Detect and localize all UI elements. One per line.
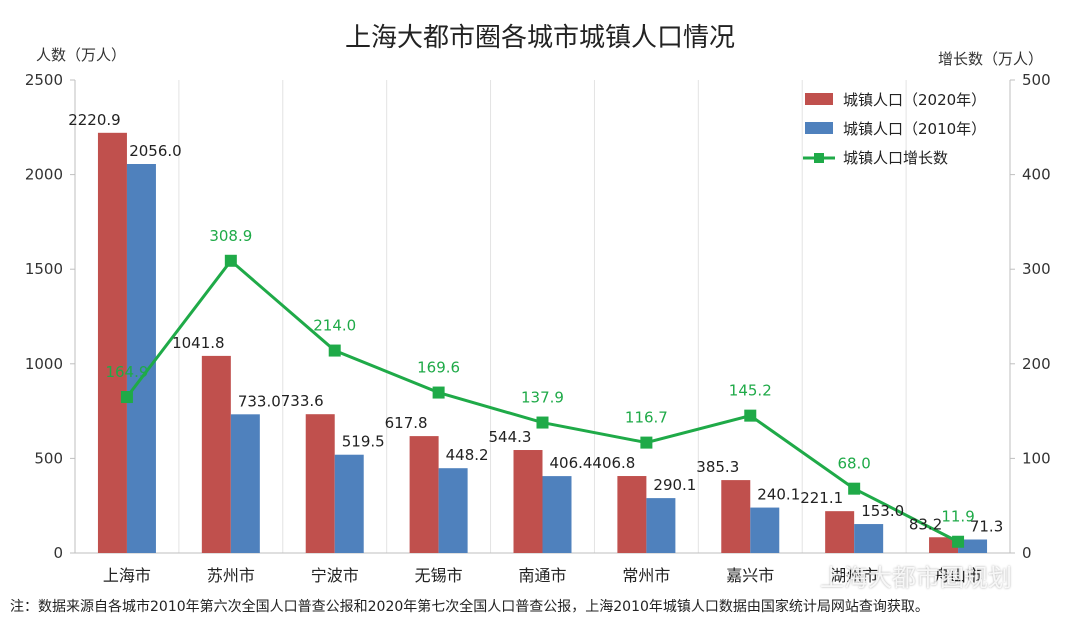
y-right-tick-label: 100 [1022, 449, 1051, 467]
growth-point [744, 409, 757, 422]
growth-point [536, 416, 549, 429]
data-label-2020: 617.8 [385, 414, 428, 432]
bar-2020 [305, 414, 335, 553]
bar-2010 [750, 507, 780, 553]
y-left-tick-label: 1000 [25, 355, 63, 373]
y-right-tick-label: 300 [1022, 260, 1051, 278]
data-label-2010: 153.0 [861, 502, 904, 520]
data-label-growth: 145.2 [729, 382, 772, 400]
y-left-tick-label: 2000 [25, 166, 63, 184]
legend-swatch-2020 [805, 93, 833, 105]
data-label-2010: 290.1 [653, 476, 696, 494]
legend-swatch-2010 [805, 122, 833, 134]
bar-2010 [646, 498, 676, 553]
y-right-tick-label: 200 [1022, 355, 1051, 373]
data-label-2010: 2056.0 [129, 142, 182, 160]
x-tick-label: 舟山市 [934, 566, 982, 585]
legend-label-2020: 城镇人口（2020年） [843, 91, 986, 109]
wechat-icon [790, 569, 815, 589]
y-left-tick-label: 500 [34, 449, 63, 467]
data-label-2020: 221.1 [800, 489, 843, 507]
y-left-tick-label: 2500 [25, 71, 63, 89]
x-tick-label: 无锡市 [415, 566, 463, 585]
growth-point [224, 254, 237, 267]
y-left-axis-label: 人数（万人） [36, 46, 126, 64]
data-label-growth: 116.7 [625, 409, 668, 427]
y-right-axis-label: 增长数（万人） [938, 50, 1043, 68]
watermark-text: 上海大都市圈规划 [820, 564, 1012, 592]
bars [97, 132, 988, 553]
data-label-2010: 71.3 [970, 518, 1003, 536]
data-label-2010: 733.0 [238, 392, 281, 410]
data-label-growth: 11.9 [941, 508, 974, 526]
x-tick-label: 嘉兴市 [726, 566, 774, 585]
bar-2010 [334, 454, 364, 553]
data-label-2020: 733.6 [281, 392, 324, 410]
growth-point [120, 391, 133, 404]
chart: 上海大都市圈各城市城镇人口情况 人数（万人） 增长数（万人） 050010001… [25, 23, 1051, 585]
data-label-2010: 240.1 [757, 486, 800, 504]
bar-2020 [409, 436, 439, 553]
legend-label-2010: 城镇人口（2010年） [843, 120, 986, 138]
y-right-tick-label: 400 [1022, 166, 1051, 184]
x-tick-label: 南通市 [518, 566, 566, 585]
bar-2010 [854, 524, 884, 553]
data-label-2020: 83.2 [909, 515, 942, 533]
data-label-2020: 544.3 [489, 428, 532, 446]
data-label-2020: 1041.8 [172, 334, 225, 352]
x-tick-label: 苏州市 [207, 566, 255, 585]
growth-line [120, 254, 965, 548]
bar-2020 [721, 480, 751, 553]
legend: 城镇人口（2020年） 城镇人口（2010年） 城镇人口增长数 [803, 91, 986, 167]
data-label-growth: 164.9 [105, 363, 148, 381]
data-label-2020: 385.3 [696, 458, 739, 476]
chart-title: 上海大都市圈各城市城镇人口情况 [345, 23, 735, 53]
data-label-growth: 137.9 [521, 389, 564, 407]
data-label-2010: 448.2 [446, 446, 489, 464]
data-label-growth: 169.6 [417, 359, 460, 377]
data-label-growth: 68.0 [837, 455, 870, 473]
x-tick-label: 宁波市 [311, 566, 359, 585]
growth-point [848, 482, 861, 495]
growth-point [640, 436, 653, 449]
y-left-tick-label: 1500 [25, 260, 63, 278]
legend-marker-growth [814, 153, 824, 163]
bar-2010 [230, 414, 260, 553]
watermark: 上海大都市圈规划 [790, 558, 1012, 593]
data-label-2010: 406.4 [550, 454, 593, 472]
bar-2010 [438, 468, 468, 553]
growth-point [432, 386, 445, 399]
bar-2020 [617, 476, 647, 553]
data-label-2020: 2220.9 [68, 111, 121, 129]
data-label-2020: 406.8 [592, 454, 635, 472]
bar-2020 [513, 450, 543, 553]
bar-2020 [97, 132, 127, 553]
bar-2020 [201, 355, 231, 553]
y-right-tick-label: 500 [1022, 71, 1051, 89]
legend-label-growth: 城镇人口增长数 [843, 149, 948, 167]
x-tick-label: 上海市 [103, 566, 151, 585]
footnote: 注：数据来源自各城市2010年第六次全国人口普查公报和2020年第七次全国人口普… [10, 599, 929, 615]
growth-point [952, 535, 965, 548]
data-label-growth: 308.9 [209, 227, 252, 245]
bar-2010 [958, 539, 988, 553]
data-label-growth: 214.0 [313, 317, 356, 335]
y-right-tick-label: 0 [1022, 544, 1032, 562]
bar-2020 [929, 537, 959, 553]
data-label-2010: 519.5 [342, 433, 385, 451]
x-tick-label: 常州市 [622, 566, 670, 585]
bar-2020 [825, 511, 855, 553]
x-tick-label: 湖州市 [830, 566, 878, 585]
y-left-tick-label: 0 [53, 544, 63, 562]
bar-2010 [542, 476, 572, 553]
bar-2010 [126, 164, 156, 553]
growth-point [328, 344, 341, 357]
